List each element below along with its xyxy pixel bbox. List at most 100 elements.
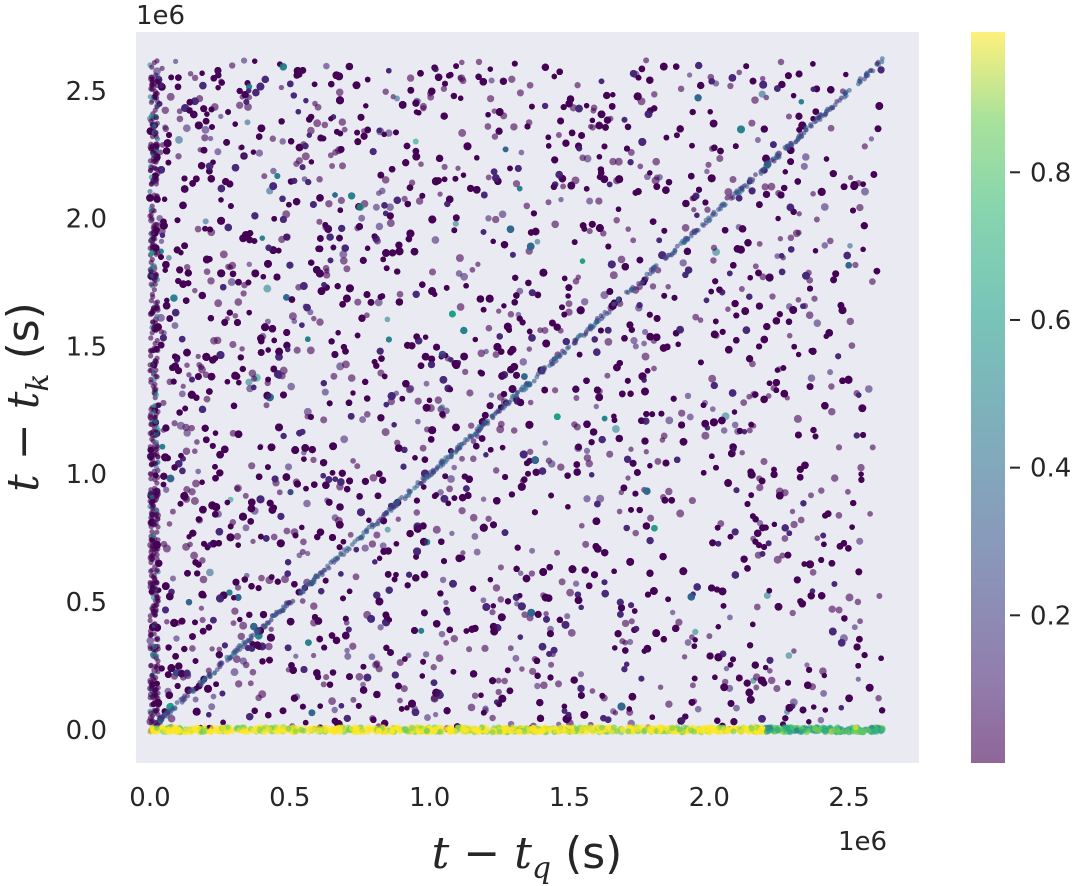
scatter-point — [820, 203, 829, 211]
scatter-point — [583, 495, 591, 503]
scatter-point — [288, 312, 297, 321]
scatter-point — [386, 203, 394, 211]
scatter-point — [542, 440, 548, 446]
scatter-point — [377, 624, 384, 631]
scatter-point — [738, 286, 745, 292]
scatter-point — [817, 716, 825, 724]
scatter-point — [854, 598, 862, 606]
scatter-point — [203, 395, 211, 403]
scatter-point — [847, 243, 853, 249]
scatter-point — [616, 508, 623, 515]
scatter-point — [158, 238, 165, 244]
scatter-point — [617, 255, 626, 264]
scatter-point — [675, 618, 683, 626]
scatter-point — [184, 263, 191, 271]
scatter-point — [851, 624, 858, 631]
scatter-point — [218, 113, 224, 120]
scatter-point — [609, 271, 618, 280]
scatter-point — [313, 119, 322, 128]
scatter-point — [316, 218, 323, 225]
scatter-point — [206, 568, 214, 577]
scatter-point — [441, 163, 448, 170]
scatter-point — [551, 220, 560, 229]
scatter-point — [579, 154, 587, 162]
scatter-point — [450, 635, 458, 643]
scatter-point — [250, 538, 256, 545]
scatter-point — [786, 332, 793, 339]
scatter-point — [725, 306, 731, 312]
scatter-point — [258, 574, 265, 582]
scatter-point — [239, 346, 245, 352]
scatter-point — [516, 89, 524, 97]
scatter-point — [800, 162, 808, 170]
scatter-point — [232, 312, 239, 319]
scatter-point — [293, 653, 299, 659]
scatter-point — [320, 681, 327, 688]
scatter-point — [394, 439, 401, 446]
scatter-point — [413, 509, 421, 516]
scatter-point — [618, 489, 625, 496]
scatter-point — [622, 639, 628, 646]
scatter-point — [233, 532, 242, 540]
scatter-point — [434, 396, 443, 404]
scatter-point — [727, 82, 734, 90]
scatter-point — [769, 293, 776, 300]
scatter-point — [321, 121, 329, 129]
scatter-point — [723, 665, 730, 672]
scatter-point — [471, 532, 479, 540]
scatter-point — [407, 385, 415, 393]
scatter-point — [547, 460, 556, 468]
scatter-point — [760, 457, 768, 466]
scatter-point — [249, 668, 257, 676]
scatter-point — [270, 167, 277, 175]
scatter-point — [455, 254, 464, 263]
scatter-point — [534, 238, 541, 245]
scatter-point — [208, 703, 216, 711]
scatter-point — [555, 132, 562, 138]
scatter-point — [724, 195, 730, 201]
scatter-point — [446, 485, 453, 493]
scatter-point — [299, 548, 306, 555]
scatter-point — [415, 197, 424, 205]
scatter-point — [791, 648, 797, 654]
scatter-point — [649, 283, 657, 290]
scatter-point — [246, 261, 253, 268]
scatter-point — [637, 163, 644, 170]
scatter-point — [384, 316, 391, 323]
scatter-point — [665, 700, 673, 708]
scatter-point — [507, 311, 515, 318]
scatter-point — [239, 621, 248, 630]
scatter-point — [497, 564, 504, 571]
scatter-point — [328, 697, 336, 705]
scatter-point — [766, 667, 773, 674]
scatter-point — [527, 448, 534, 455]
scatter-point — [347, 374, 356, 382]
scatter-point — [606, 450, 614, 458]
scatter-point — [574, 82, 581, 89]
scatter-point — [857, 463, 865, 472]
scatter-point — [161, 106, 170, 115]
scatter-point — [162, 544, 171, 553]
scatter-point — [477, 349, 486, 358]
scatter-point — [191, 74, 199, 82]
scatter-point — [310, 456, 317, 464]
scatter-point — [375, 665, 383, 673]
scatter-point — [234, 484, 242, 493]
scatter-point — [808, 492, 814, 499]
scatter-point — [447, 475, 455, 483]
scatter-point — [169, 575, 177, 582]
scatter-point — [440, 85, 448, 92]
scatter-point — [236, 101, 244, 109]
scatter-point — [279, 138, 286, 145]
scatter-point — [795, 296, 802, 303]
scatter-point — [856, 537, 864, 545]
scatter-point — [627, 148, 635, 156]
scatter-point — [330, 372, 338, 380]
scatter-point — [481, 644, 489, 653]
scatter-point — [456, 303, 465, 311]
scatter-point — [261, 173, 268, 180]
scatter-point — [497, 596, 505, 603]
scatter-point — [835, 444, 843, 451]
scatter-point — [235, 680, 243, 688]
scatter-point — [651, 365, 657, 372]
